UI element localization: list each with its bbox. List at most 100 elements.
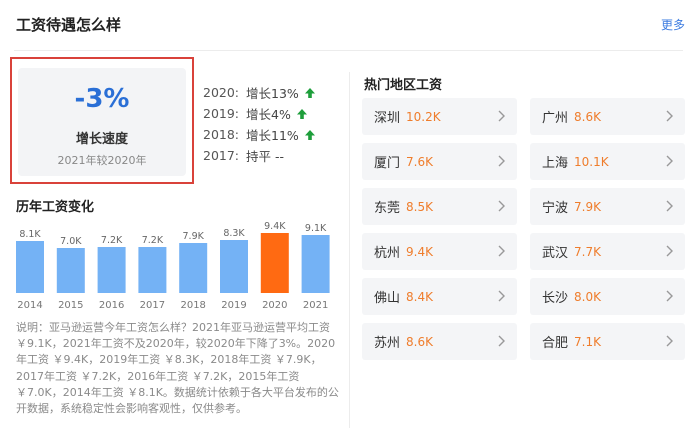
x-tick-label: 2014 [17,300,42,311]
up-arrow-icon [304,87,315,98]
column-divider [349,72,350,428]
chevron-right-icon [666,110,673,122]
city-name: 广州 [542,111,569,126]
city-name: 武汉 [542,246,569,261]
growth-highlight-outline [10,57,194,184]
bar-2021 [301,235,330,293]
city-tile[interactable]: 长沙 8.0K [530,278,685,315]
city-salary: 8.5K [406,199,433,214]
up-arrow-icon [296,108,307,119]
bar-value-label: 9.4K [264,221,286,232]
hot-regions-title: 热门地区工资 [364,78,443,93]
up-arrow-icon [304,129,315,140]
city-name: 合肥 [542,336,569,351]
bar-2017 [138,247,167,293]
yoy-row: 2020: 增长13% [203,82,316,103]
x-tick-label: 2021 [303,300,328,311]
city-tile[interactable]: 上海 10.1K [530,143,685,180]
city-name: 深圳 [374,111,401,126]
bar-value-label: 8.3K [223,228,245,239]
city-name: 厦门 [374,156,401,171]
city-tile[interactable]: 苏州 8.6K [362,323,517,360]
bar-2015 [56,248,85,293]
bar-2019 [220,240,248,293]
yoy-year: 2020: [203,85,240,100]
city-tile[interactable]: 厦门 7.6K [362,143,517,180]
bar-value-label: 7.9K [183,231,205,242]
yoy-row: 2019: 增长4% [203,103,316,124]
city-salary: 8.4K [406,289,433,304]
city-salary: 8.6K [574,109,601,124]
city-tile[interactable]: 广州 8.6K [530,98,685,135]
city-name: 宁波 [542,201,569,216]
x-tick-label: 2016 [99,300,124,311]
salary-description: 说明：亚马逊运营今年工资怎么样？2021年亚马逊运营平均工资 ￥9.1K，202… [16,321,339,416]
chevron-right-icon [498,110,505,122]
city-tile[interactable]: 杭州 9.4K [362,233,517,270]
salary-bar-chart: 8.1K 2014 7.0K 2015 7.2K 2016 7.2K 2017 7.9K 2018… [16,221,330,311]
growth-value: -3% [74,84,130,114]
bar-value-label: 8.1K [19,229,41,240]
bar-value-label: 7.0K [60,236,82,247]
page-title: 工资待遇怎么样 [16,16,122,34]
city-salary: 7.1K [574,334,601,349]
city-tile[interactable]: 合肥 7.1K [530,323,685,360]
header-divider [14,50,683,51]
city-salary: 8.6K [406,334,433,349]
yoy-text: 增长11% [246,128,299,143]
city-tile[interactable]: 东莞 8.5K [362,188,517,225]
city-name: 佛山 [374,291,401,306]
city-tile[interactable]: 佛山 8.4K [362,278,517,315]
bar-2020 [260,233,289,293]
yoy-text: 持平 -- [246,149,284,164]
bar-2014 [16,241,44,293]
city-name: 长沙 [542,291,569,306]
yoy-text: 增长4% [246,107,291,122]
x-tick-label: 2019 [221,300,246,311]
growth-comparison: 2021年较2020年 [57,154,147,167]
chevron-right-icon [666,290,673,302]
growth-card: -3% 增长速度 2021年较2020年 [18,68,186,176]
city-name: 东莞 [374,201,401,216]
yoy-row: 2017: 持平 -- [203,145,316,166]
city-salary: 10.2K [406,109,441,124]
city-salary: 10.1K [574,154,609,169]
bar-2016 [97,247,126,293]
yoy-year: 2018: [203,127,240,142]
yoy-text: 增长13% [246,86,299,101]
city-tile[interactable]: 武汉 7.7K [530,233,685,270]
city-salary: 7.6K [406,154,433,169]
city-tile[interactable]: 深圳 10.2K [362,98,517,135]
city-name: 杭州 [374,246,401,261]
bar-value-label: 9.1K [305,223,327,234]
chevron-right-icon [666,245,673,257]
chevron-right-icon [666,200,673,212]
chevron-right-icon [498,290,505,302]
more-link[interactable]: 更多 [660,18,685,32]
city-salary: 8.0K [574,289,601,304]
bar-value-label: 7.2K [101,235,123,246]
city-salary: 7.9K [574,199,601,214]
chevron-right-icon [498,155,505,167]
bar-2018 [179,243,208,293]
city-tile[interactable]: 宁波 7.9K [530,188,685,225]
bar-value-label: 7.2K [142,235,164,246]
yoy-year: 2017: [203,148,240,163]
x-tick-label: 2017 [140,300,165,311]
chevron-right-icon [498,200,505,212]
yoy-list: 2020: 增长13% 2019: 增长4% 2018: 增长11% 2017:… [203,82,316,166]
growth-label: 增长速度 [75,132,128,147]
city-salary: 7.7K [574,244,601,259]
yoy-row: 2018: 增长11% [203,124,316,145]
x-tick-label: 2018 [180,300,205,311]
yoy-year: 2019: [203,106,240,121]
x-tick-label: 2015 [58,300,83,311]
x-tick-label: 2020 [262,300,287,311]
city-name: 苏州 [374,336,401,351]
chevron-right-icon [498,245,505,257]
chevron-right-icon [666,335,673,347]
city-name: 上海 [542,156,569,171]
chevron-right-icon [666,155,673,167]
chart-title: 历年工资变化 [16,200,95,215]
city-salary: 9.4K [406,244,433,259]
